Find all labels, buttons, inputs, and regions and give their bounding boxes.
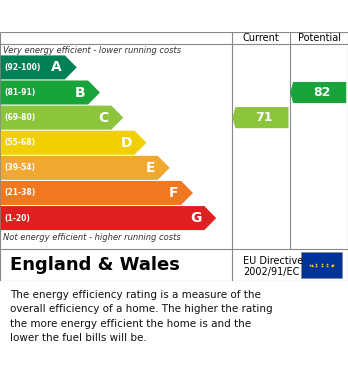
Bar bbox=[301, 252, 342, 278]
Text: Very energy efficient - lower running costs: Very energy efficient - lower running co… bbox=[3, 46, 182, 55]
Polygon shape bbox=[1, 156, 170, 180]
Polygon shape bbox=[1, 81, 100, 104]
Text: G: G bbox=[190, 211, 201, 225]
Text: The energy efficiency rating is a measure of the
overall efficiency of a home. T: The energy efficiency rating is a measur… bbox=[10, 290, 273, 343]
Text: C: C bbox=[98, 111, 109, 125]
Polygon shape bbox=[1, 206, 216, 230]
Polygon shape bbox=[290, 82, 346, 103]
Text: 82: 82 bbox=[313, 86, 331, 99]
Text: F: F bbox=[169, 186, 178, 200]
Text: (69-80): (69-80) bbox=[4, 113, 35, 122]
Text: B: B bbox=[75, 86, 85, 100]
Text: (55-68): (55-68) bbox=[4, 138, 35, 147]
Text: Current: Current bbox=[243, 33, 280, 43]
Text: England & Wales: England & Wales bbox=[10, 256, 180, 274]
Text: 2002/91/EC: 2002/91/EC bbox=[243, 267, 299, 277]
Polygon shape bbox=[1, 181, 193, 205]
Polygon shape bbox=[1, 106, 123, 130]
Text: Not energy efficient - higher running costs: Not energy efficient - higher running co… bbox=[3, 233, 181, 242]
Text: D: D bbox=[120, 136, 132, 150]
Text: (92-100): (92-100) bbox=[4, 63, 41, 72]
Polygon shape bbox=[1, 56, 77, 79]
Text: (81-91): (81-91) bbox=[4, 88, 35, 97]
Text: 71: 71 bbox=[255, 111, 273, 124]
Text: (21-38): (21-38) bbox=[4, 188, 35, 197]
Text: E: E bbox=[145, 161, 155, 175]
Text: (1-20): (1-20) bbox=[4, 213, 30, 222]
Polygon shape bbox=[1, 131, 147, 155]
Text: Potential: Potential bbox=[298, 33, 341, 43]
Polygon shape bbox=[232, 107, 288, 128]
Text: A: A bbox=[52, 60, 62, 74]
Text: EU Directive: EU Directive bbox=[243, 256, 303, 266]
Text: Energy Efficiency Rating: Energy Efficiency Rating bbox=[10, 9, 232, 23]
Text: (39-54): (39-54) bbox=[4, 163, 35, 172]
